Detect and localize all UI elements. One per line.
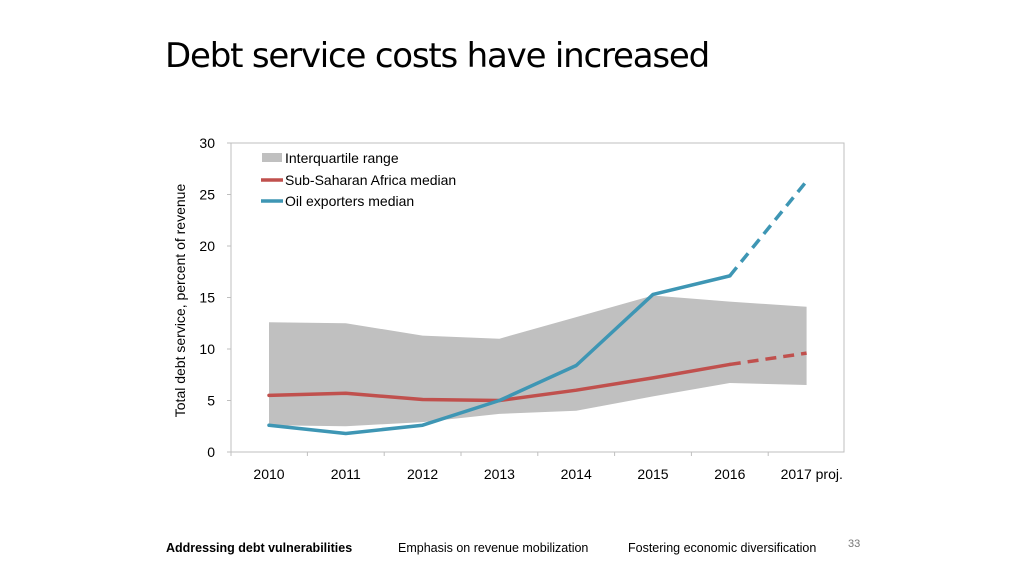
footer-tab-debt-vulnerabilities[interactable]: Addressing debt vulnerabilities bbox=[166, 541, 353, 555]
legend: Interquartile range Sub-Saharan Africa me… bbox=[261, 150, 456, 209]
interquartile-band bbox=[269, 295, 807, 427]
x-tick-label: 2016 bbox=[714, 466, 745, 482]
x-tick-label: 2014 bbox=[561, 466, 592, 482]
y-tick-label: 25 bbox=[199, 187, 215, 203]
y-tick-label: 10 bbox=[199, 341, 215, 357]
y-tick-label: 30 bbox=[199, 135, 215, 151]
x-tick-label: 2010 bbox=[253, 466, 284, 482]
x-tick-label: 2015 bbox=[637, 466, 668, 482]
band-layer bbox=[269, 295, 807, 427]
x-tick-label: 2012 bbox=[407, 466, 438, 482]
x-tick-label: 2011 bbox=[331, 466, 361, 482]
legend-label-oil-median: Oil exporters median bbox=[285, 193, 414, 209]
page-title: Debt service costs have increased bbox=[165, 36, 710, 76]
ssa-median-projection-line bbox=[729, 351, 807, 367]
x-tick-label: 2017 proj. bbox=[781, 466, 843, 482]
y-tick-label: 0 bbox=[207, 444, 215, 460]
oil-median-projection-line bbox=[728, 180, 808, 277]
page-number: 33 bbox=[848, 538, 861, 550]
legend-swatch-band bbox=[262, 153, 282, 162]
legend-label-band: Interquartile range bbox=[285, 150, 399, 166]
y-tick-label: 15 bbox=[199, 290, 215, 306]
x-tick-label: 2013 bbox=[484, 466, 515, 482]
y-tick-label: 20 bbox=[199, 238, 215, 254]
axes-layer: 0 5 10 15 20 25 30 2010 2011 2012 2013 2014 2015 2016… bbox=[172, 135, 843, 482]
y-axis-title: Total debt service, percent of revenue bbox=[172, 184, 188, 418]
footer-tab-economic-diversification[interactable]: Fostering economic diversification bbox=[628, 541, 817, 555]
series-layer bbox=[267, 180, 808, 436]
footer-tab-revenue-mobilization[interactable]: Emphasis on revenue mobilization bbox=[398, 541, 589, 555]
legend-label-ssa-median: Sub-Saharan Africa median bbox=[285, 172, 456, 188]
y-tick-label: 5 bbox=[207, 393, 215, 409]
debt-service-chart: 0 5 10 15 20 25 30 2010 2011 2012 2013 2014 2015 2016… bbox=[172, 135, 845, 482]
